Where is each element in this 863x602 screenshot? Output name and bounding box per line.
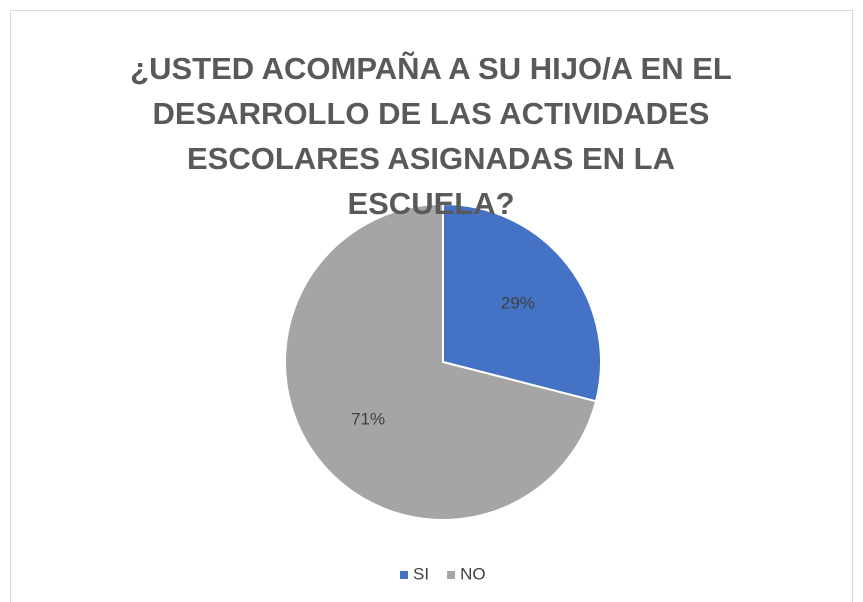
data-label: 29% xyxy=(501,293,535,312)
legend-label: SI xyxy=(413,564,429,583)
legend-label: NO xyxy=(460,564,486,583)
legend-swatch xyxy=(447,571,456,579)
chart-border xyxy=(10,10,853,602)
chart-title: ¿USTED ACOMPAÑA A SU HIJO/A EN EL DESARR… xyxy=(130,51,732,221)
pie-slice xyxy=(284,202,598,521)
data-label: 71% xyxy=(351,410,385,429)
pie-slice xyxy=(442,202,602,403)
legend-swatch xyxy=(400,571,408,579)
